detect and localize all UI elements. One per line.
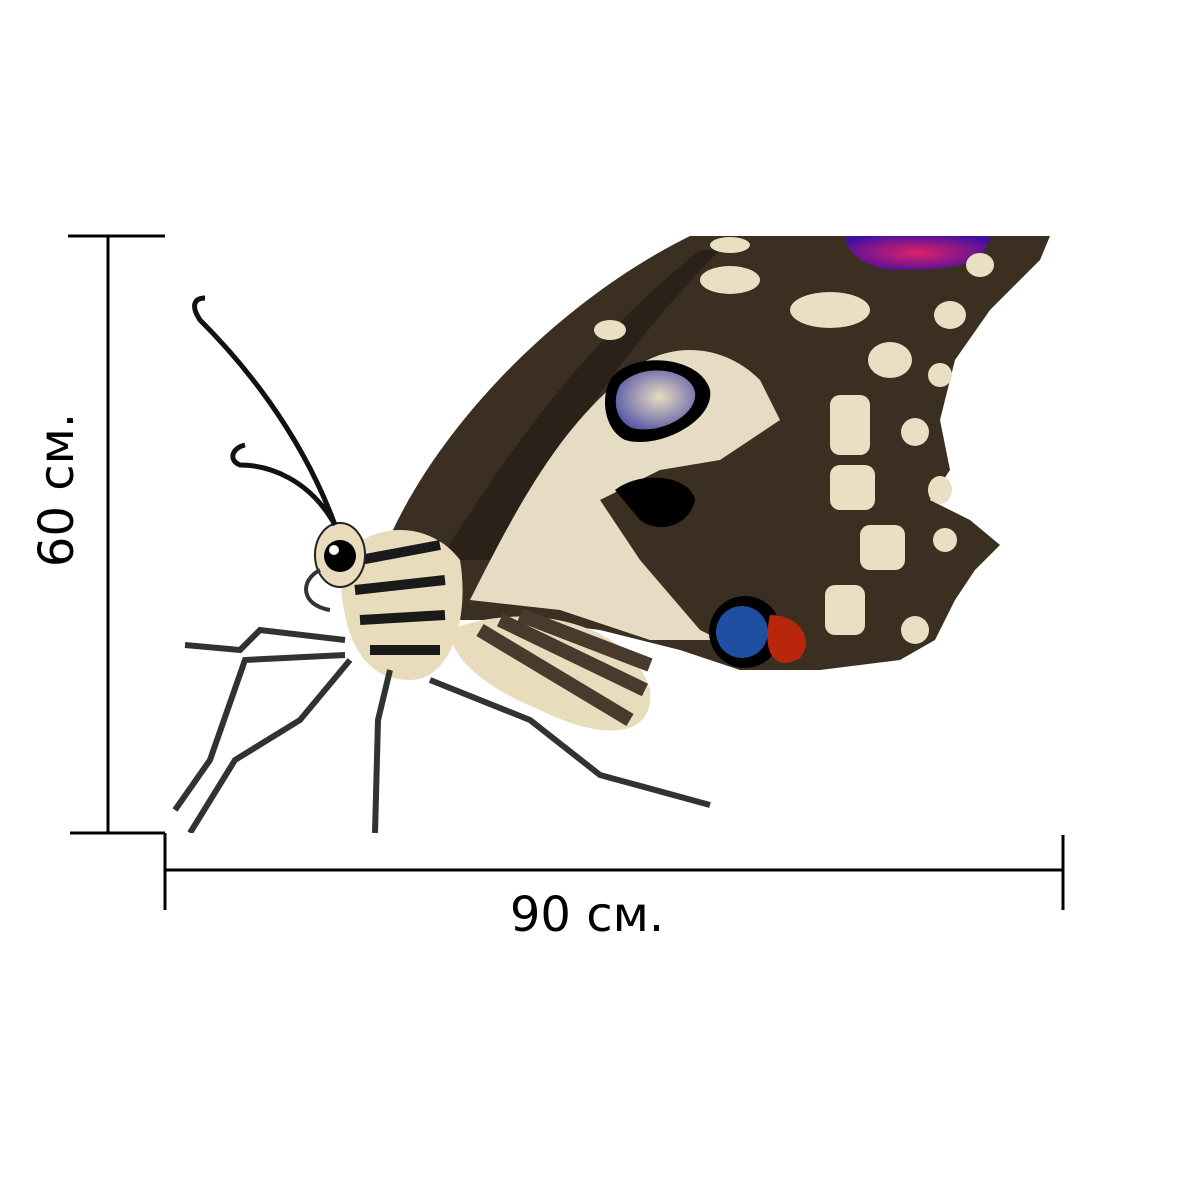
red-spot xyxy=(767,615,806,663)
proboscis xyxy=(304,568,331,612)
abdomen-stripes xyxy=(476,608,653,727)
thorax xyxy=(340,530,463,680)
eyespot-bottom-inner xyxy=(716,606,768,658)
antenna xyxy=(230,442,338,527)
thorax-stripes xyxy=(354,540,446,655)
eyespot-small xyxy=(615,477,695,528)
wing-spots xyxy=(594,237,994,644)
butterfly-illustration xyxy=(172,236,1050,833)
wing-band xyxy=(470,350,780,640)
eye-highlight xyxy=(329,545,339,555)
width-label: 90 см. xyxy=(510,887,664,943)
eye xyxy=(324,540,356,572)
height-label: 60 см. xyxy=(29,413,85,567)
wing-edge xyxy=(440,250,720,560)
antenna xyxy=(192,295,338,526)
legs xyxy=(172,626,711,833)
top-spot xyxy=(845,236,990,270)
eyespot-inner xyxy=(615,370,696,430)
